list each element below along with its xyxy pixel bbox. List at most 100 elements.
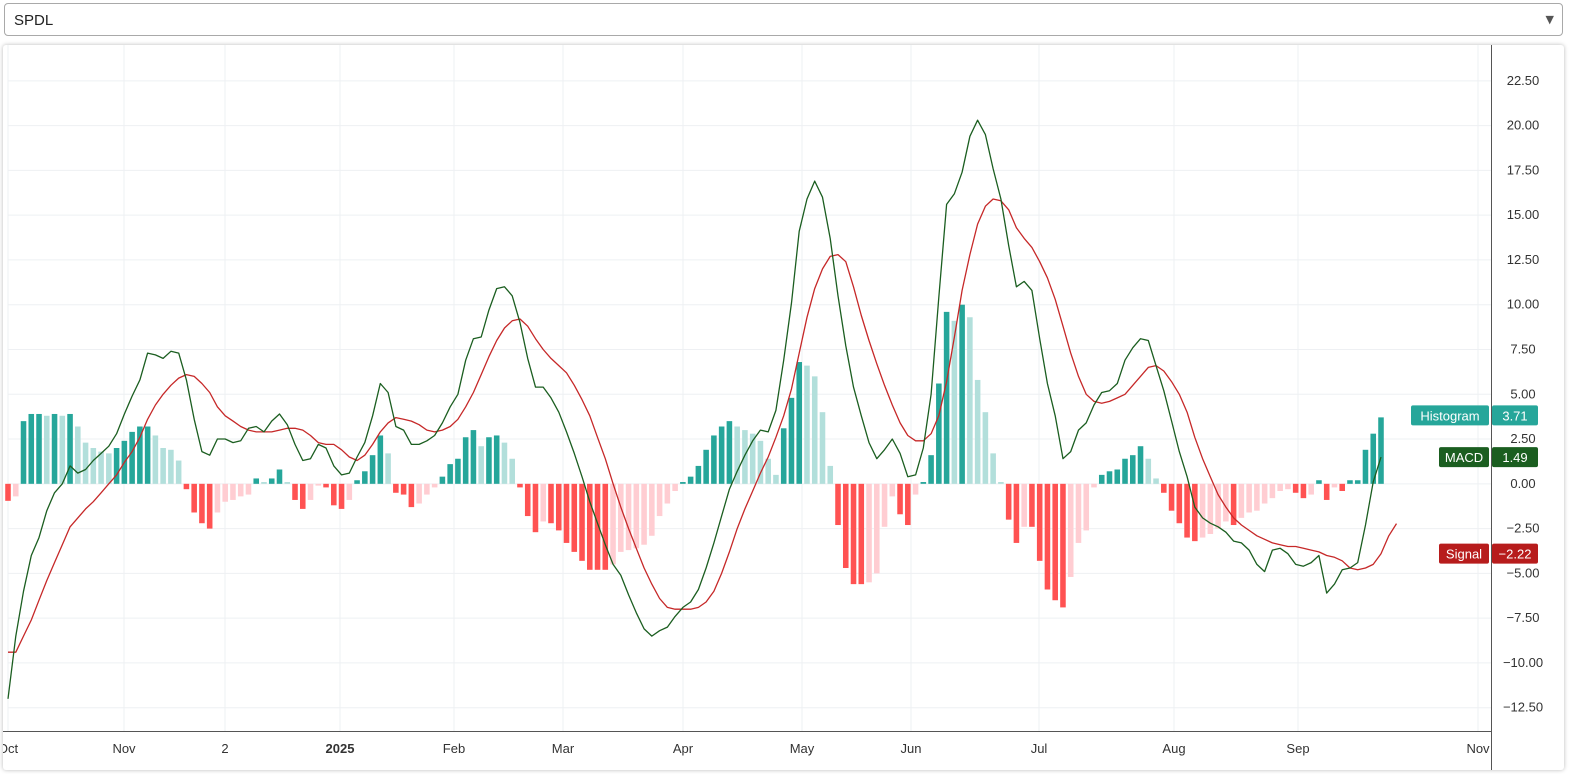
- x-tick-label: 2: [221, 741, 228, 756]
- histogram-bar: [331, 483, 337, 506]
- histogram-bar: [1370, 433, 1377, 484]
- y-tick-label: −10.00: [1503, 655, 1543, 670]
- histogram-bar: [718, 426, 725, 484]
- histogram-bar: [1347, 480, 1353, 484]
- histogram-bar: [594, 483, 601, 570]
- histogram-bar: [920, 482, 927, 484]
- histogram-bar: [51, 413, 58, 484]
- histogram-bar: [152, 435, 159, 484]
- chevron-down-icon[interactable]: ▼: [1545, 13, 1554, 26]
- histogram-bar: [656, 483, 663, 517]
- macd-value-tag: [1492, 447, 1538, 468]
- histogram-bar: [1362, 449, 1369, 484]
- histogram-bar: [206, 483, 213, 529]
- histogram-bar: [12, 483, 19, 497]
- histogram-bar: [1207, 483, 1214, 534]
- histogram-bar: [1153, 478, 1159, 484]
- histogram-bar: [835, 483, 841, 526]
- macd-chart[interactable]: 22.5020.0017.5015.0012.5010.007.505.002.…: [3, 45, 1564, 770]
- histogram-series: [5, 304, 1384, 608]
- histogram-bar: [113, 448, 120, 484]
- histogram-bar: [424, 483, 430, 495]
- histogram-bar: [462, 437, 469, 484]
- histogram-bar: [517, 483, 523, 488]
- histogram-bar: [20, 421, 27, 484]
- histogram-bar: [160, 448, 166, 484]
- histogram-bar: [315, 483, 322, 486]
- histogram-bar: [44, 415, 50, 484]
- histogram-bar: [850, 483, 857, 585]
- histogram-bar: [1083, 483, 1090, 531]
- histogram-bar: [292, 483, 298, 500]
- symbol-select[interactable]: SPDL ▼: [4, 3, 1563, 36]
- macd-name-tag: [1439, 447, 1489, 468]
- histogram-bar: [369, 455, 376, 484]
- x-tick-label: Nov: [112, 741, 136, 756]
- histogram-bar: [672, 483, 678, 491]
- histogram-bar: [649, 483, 655, 536]
- histogram-bar: [1005, 483, 1012, 520]
- histogram-value-tag: [1492, 405, 1538, 426]
- histogram-bar: [765, 458, 771, 484]
- histogram-bar: [307, 483, 314, 500]
- histogram-bar: [237, 483, 244, 497]
- y-tick-label: 10.00: [1507, 297, 1540, 312]
- histogram-bar: [214, 483, 221, 513]
- histogram-bar: [439, 476, 446, 484]
- signal-name-tag: [1439, 543, 1489, 564]
- x-tick-label: May: [790, 741, 815, 756]
- y-tick-label: 20.00: [1507, 118, 1540, 133]
- histogram-bar: [222, 483, 228, 502]
- histogram-bar: [493, 435, 500, 484]
- histogram-bar: [129, 431, 135, 484]
- histogram-bar: [144, 426, 151, 484]
- histogram-bar: [951, 320, 958, 484]
- histogram-bar: [385, 453, 391, 484]
- histogram-bar: [695, 465, 702, 484]
- y-tick-label: −12.50: [1503, 700, 1543, 715]
- histogram-name-tag: [1411, 405, 1489, 426]
- macd-line: [7, 119, 1382, 699]
- histogram-bar: [1106, 471, 1113, 484]
- histogram-bar: [268, 478, 275, 484]
- signal-line: [8, 198, 1398, 653]
- histogram-bar: [486, 437, 492, 484]
- histogram-bar: [936, 383, 942, 484]
- histogram-bar: [1354, 480, 1361, 484]
- histogram-name-label: Histogram: [1420, 408, 1479, 423]
- signal-name-label: Signal: [1446, 547, 1482, 562]
- histogram-bar: [1246, 483, 1252, 513]
- y-tick-label: 17.50: [1507, 162, 1540, 177]
- histogram-bar: [1021, 483, 1027, 527]
- signal-series: [8, 198, 1398, 653]
- histogram-bar: [874, 483, 880, 574]
- histogram-bar: [191, 483, 197, 513]
- histogram-bar: [804, 365, 810, 484]
- histogram-bar: [276, 469, 283, 484]
- histogram-bar: [245, 483, 252, 495]
- histogram-bar: [5, 483, 11, 501]
- price-labels: Histogram 3.71 MACD 1.49 Signal −2.22: [1411, 405, 1538, 564]
- histogram-bar: [1098, 474, 1105, 484]
- histogram-bar: [1044, 483, 1051, 590]
- histogram-bar: [137, 426, 143, 484]
- histogram-bar: [610, 483, 616, 565]
- histogram-bar: [1067, 483, 1074, 577]
- histogram-bar: [106, 453, 112, 484]
- histogram-bar: [757, 440, 764, 484]
- histogram-bar: [199, 483, 205, 524]
- histogram-bar: [687, 476, 694, 484]
- histogram-bar: [253, 478, 260, 484]
- x-tick-label: Feb: [443, 741, 465, 756]
- histogram-bar: [742, 430, 748, 484]
- histogram-bar: [734, 426, 740, 484]
- histogram-bar: [299, 483, 306, 509]
- histogram-bar: [641, 483, 647, 545]
- histogram-bar: [1254, 483, 1260, 511]
- x-tick-label: Aug: [1162, 741, 1185, 756]
- histogram-bar: [982, 412, 989, 484]
- histogram-bar: [1176, 483, 1183, 524]
- histogram-bar: [1316, 480, 1322, 484]
- histogram-bar: [858, 483, 865, 585]
- x-tick-label: Jun: [901, 741, 922, 756]
